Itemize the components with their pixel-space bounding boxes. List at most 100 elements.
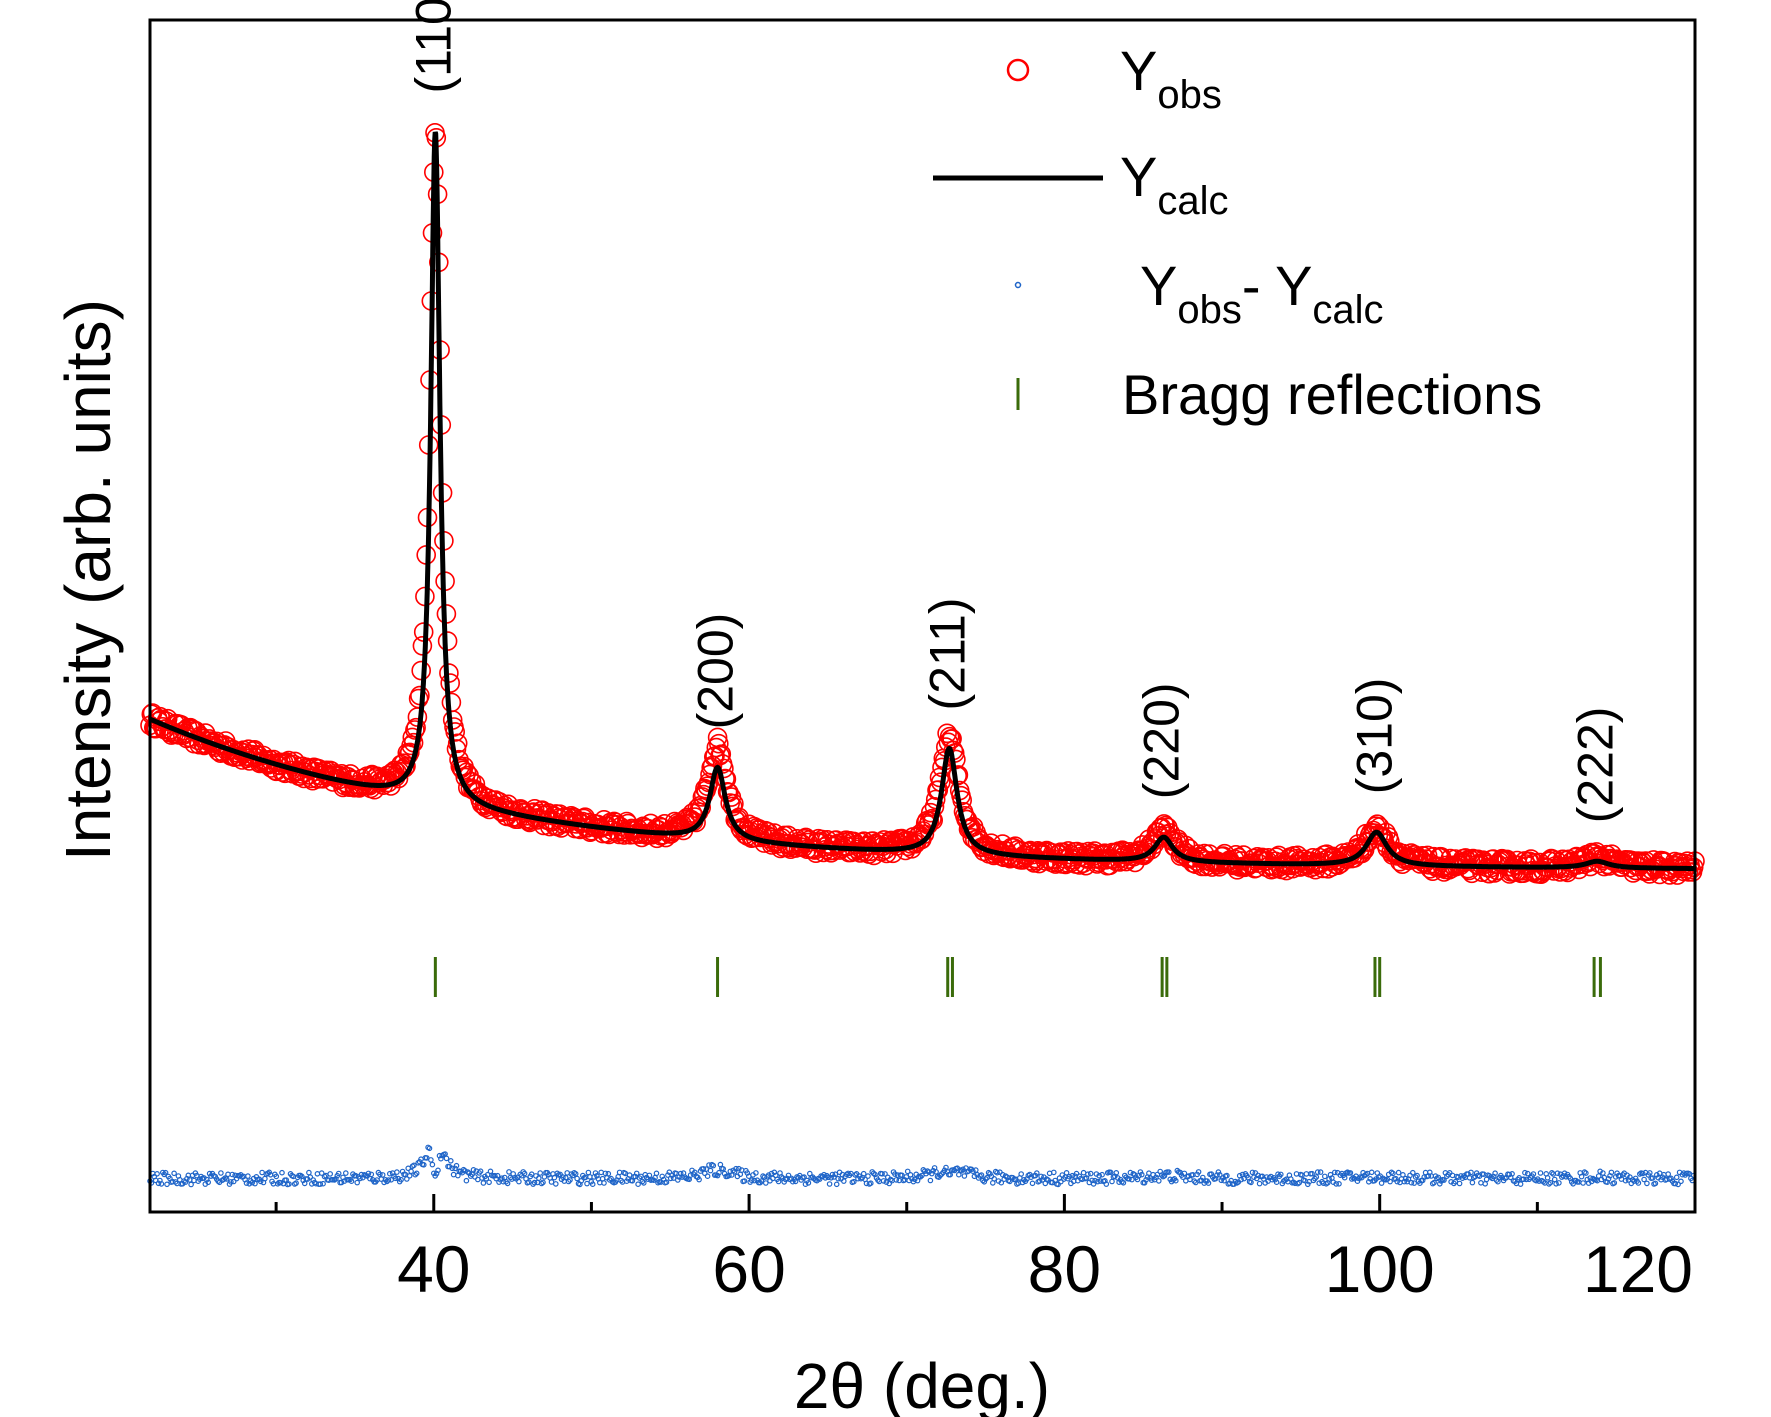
ydiff-point (398, 1176, 404, 1183)
ydiff-point (455, 1172, 461, 1179)
yobs-point (405, 720, 425, 740)
peak-label: (211) (919, 597, 975, 710)
ydiff-point (273, 1173, 280, 1180)
ydiff-point (188, 1181, 194, 1188)
ydiff-point (1544, 1175, 1551, 1181)
ydiff-point (1313, 1174, 1320, 1180)
ydiff-point (1394, 1178, 1401, 1185)
yobs-point (937, 723, 957, 744)
series-yobs (140, 123, 1705, 885)
ydiff-point (835, 1175, 842, 1182)
ydiff-point (1627, 1174, 1633, 1180)
ydiff-point (639, 1178, 646, 1185)
ydiff-point (394, 1169, 400, 1175)
ydiff-point (1482, 1181, 1489, 1187)
ydiff-point (462, 1168, 468, 1174)
x-tick-label: 60 (712, 1232, 785, 1306)
ydiff-point (998, 1179, 1005, 1186)
ydiff-point (696, 1176, 702, 1183)
ydiff-point (731, 1169, 738, 1175)
yobs-point (693, 784, 714, 805)
yobs-point (412, 635, 433, 656)
ydiff-point (980, 1177, 986, 1184)
ydiff-point (1378, 1180, 1385, 1186)
legend-label-ydiff: Yobs- Ycalc (1140, 254, 1384, 332)
legend-marker-yobs (1006, 58, 1030, 82)
ydiff-point (716, 1169, 722, 1176)
ydiff-point (646, 1172, 653, 1179)
ydiff-point (155, 1180, 162, 1187)
ydiff-point (1673, 1174, 1680, 1181)
ydiff-point (955, 1171, 962, 1178)
ydiff-point (584, 1180, 590, 1187)
ydiff-point (1205, 1180, 1212, 1186)
ydiff-point (1103, 1181, 1110, 1187)
ydiff-point (348, 1178, 355, 1185)
ydiff-point (917, 1174, 924, 1180)
ydiff-point (567, 1177, 573, 1183)
ydiff-point (1347, 1170, 1354, 1176)
ydiff-point (229, 1171, 236, 1178)
ydiff-point (978, 1172, 985, 1178)
ydiff-point (937, 1172, 944, 1179)
ydiff-point (748, 1177, 755, 1184)
ydiff-point (882, 1171, 888, 1177)
ydiff-point (1387, 1178, 1393, 1185)
ydiff-point (970, 1168, 976, 1175)
ydiff-point (1215, 1169, 1222, 1175)
ydiff-point (1400, 1172, 1406, 1178)
ydiff-point (659, 1173, 666, 1180)
ydiff-point (158, 1181, 165, 1187)
ydiff-point (735, 1165, 742, 1172)
ydiff-point (405, 1165, 412, 1172)
ydiff-point (1139, 1171, 1145, 1178)
ydiff-point (320, 1180, 326, 1187)
ydiff-point (1437, 1181, 1443, 1187)
ydiff-point (506, 1169, 512, 1175)
ydiff-point (1414, 1172, 1420, 1179)
ydiff-point (991, 1176, 998, 1182)
ydiff-point (1605, 1176, 1612, 1182)
ydiff-point (463, 1177, 470, 1184)
ydiff-point (1249, 1169, 1256, 1176)
ydiff-point (413, 1170, 420, 1177)
ydiff-point (531, 1179, 538, 1186)
x-tick-label: 120 (1583, 1232, 1693, 1306)
ydiff-point (1099, 1171, 1105, 1178)
ydiff-point (452, 1165, 458, 1172)
ydiff-point (429, 1161, 436, 1168)
ydiff-point (865, 1173, 871, 1179)
ydiff-point (1431, 1179, 1437, 1186)
ydiff-point (1469, 1179, 1476, 1186)
x-tick-label: 80 (1028, 1232, 1101, 1306)
ydiff-point (504, 1180, 511, 1187)
ydiff-point (1214, 1172, 1220, 1178)
ydiff-point (666, 1169, 673, 1176)
ydiff-point (1556, 1180, 1562, 1186)
ydiff-point (1611, 1180, 1618, 1186)
bragg-reflection-ticks (433, 957, 1602, 997)
ydiff-point (257, 1178, 264, 1185)
ydiff-point (399, 1168, 406, 1175)
ydiff-point (1408, 1179, 1415, 1186)
ydiff-point (279, 1169, 285, 1176)
ydiff-point (981, 1179, 988, 1185)
ydiff-point (1553, 1181, 1559, 1187)
ydiff-point (1456, 1180, 1463, 1187)
ydiff-point (904, 1168, 911, 1175)
ydiff-point (1652, 1180, 1659, 1187)
ydiff-point (1441, 1177, 1447, 1183)
ydiff-point (1195, 1169, 1202, 1175)
ydiff-point (1063, 1170, 1070, 1176)
ydiff-point (1468, 1169, 1474, 1176)
ydiff-point (525, 1179, 532, 1185)
ydiff-point (1675, 1181, 1681, 1188)
ydiff-point (833, 1181, 840, 1188)
ydiff-point (704, 1173, 711, 1180)
ydiff-point (537, 1170, 544, 1176)
y-axis-title: Intensity (arb. units) (52, 299, 124, 861)
ydiff-point (403, 1176, 410, 1182)
ydiff-point (1517, 1181, 1524, 1187)
ydiff-point (1309, 1170, 1315, 1177)
